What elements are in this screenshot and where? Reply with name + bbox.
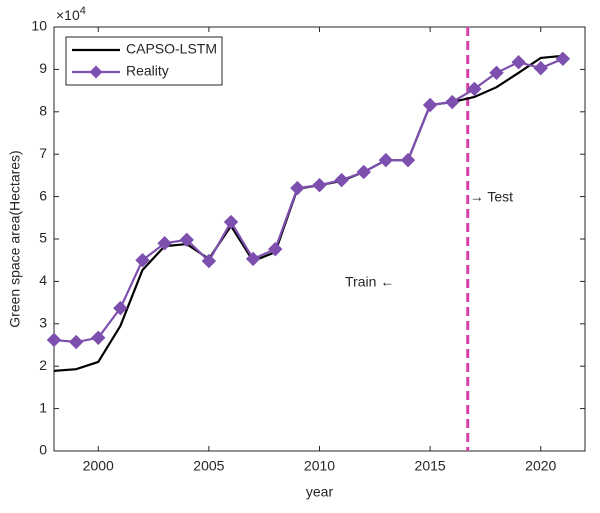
data-point: [467, 81, 482, 97]
y-tick-label: 6: [39, 187, 47, 203]
x-tick-label: 2005: [193, 458, 224, 474]
data-point: [356, 164, 371, 180]
data-point: [312, 177, 327, 193]
y-tick-label: 10: [31, 18, 47, 34]
y-tick-label: 3: [39, 315, 47, 331]
x-tick-label: 2015: [415, 458, 446, 474]
data-point: [290, 180, 305, 196]
data-point: [268, 241, 283, 257]
y-tick-label: 0: [39, 442, 47, 458]
data-point: [113, 300, 128, 316]
data-point: [201, 253, 217, 269]
y-tick-label: 9: [39, 60, 47, 76]
y-tick-label: 5: [39, 230, 47, 246]
data-point: [422, 97, 438, 113]
x-tick-label: 2010: [304, 458, 335, 474]
data-point: [245, 251, 261, 267]
data-point: [46, 332, 62, 348]
y-multiplier-exponent: 4: [80, 5, 86, 17]
data-point: [511, 54, 526, 70]
y-tick-label: 4: [39, 272, 47, 288]
y-tick-label: 2: [39, 357, 47, 373]
legend-box: [65, 36, 223, 86]
data-point: [135, 252, 150, 268]
data-point: [157, 236, 172, 251]
data-point: [68, 334, 84, 350]
y-multiplier: ×104: [56, 5, 86, 23]
legend-label: CAPSO-LSTM: [126, 41, 217, 57]
y-multiplier-base: ×10: [56, 7, 80, 23]
y-axis-label: Green space area(Hectares): [7, 150, 23, 327]
data-point: [489, 65, 504, 80]
x-tick-label: 2020: [525, 458, 556, 474]
annotation: Train ←: [345, 274, 394, 290]
data-point: [400, 152, 416, 168]
y-tick-label: 1: [39, 399, 47, 415]
data-point: [334, 172, 349, 188]
annotation: → Test: [470, 189, 513, 205]
x-axis-label: year: [306, 484, 334, 500]
data-point: [555, 51, 571, 67]
legend-label: Reality: [126, 63, 169, 79]
y-tick-label: 7: [39, 145, 47, 161]
data-point: [378, 152, 394, 168]
x-tick-label: 2000: [83, 458, 114, 474]
data-point: [223, 214, 239, 230]
plot-frame: [53, 26, 586, 452]
legend-marker: [89, 65, 103, 79]
data-point: [91, 330, 106, 345]
data-point: [533, 60, 548, 76]
data-point: [179, 232, 194, 248]
data-point: [445, 94, 460, 110]
y-tick-label: 8: [39, 103, 47, 119]
